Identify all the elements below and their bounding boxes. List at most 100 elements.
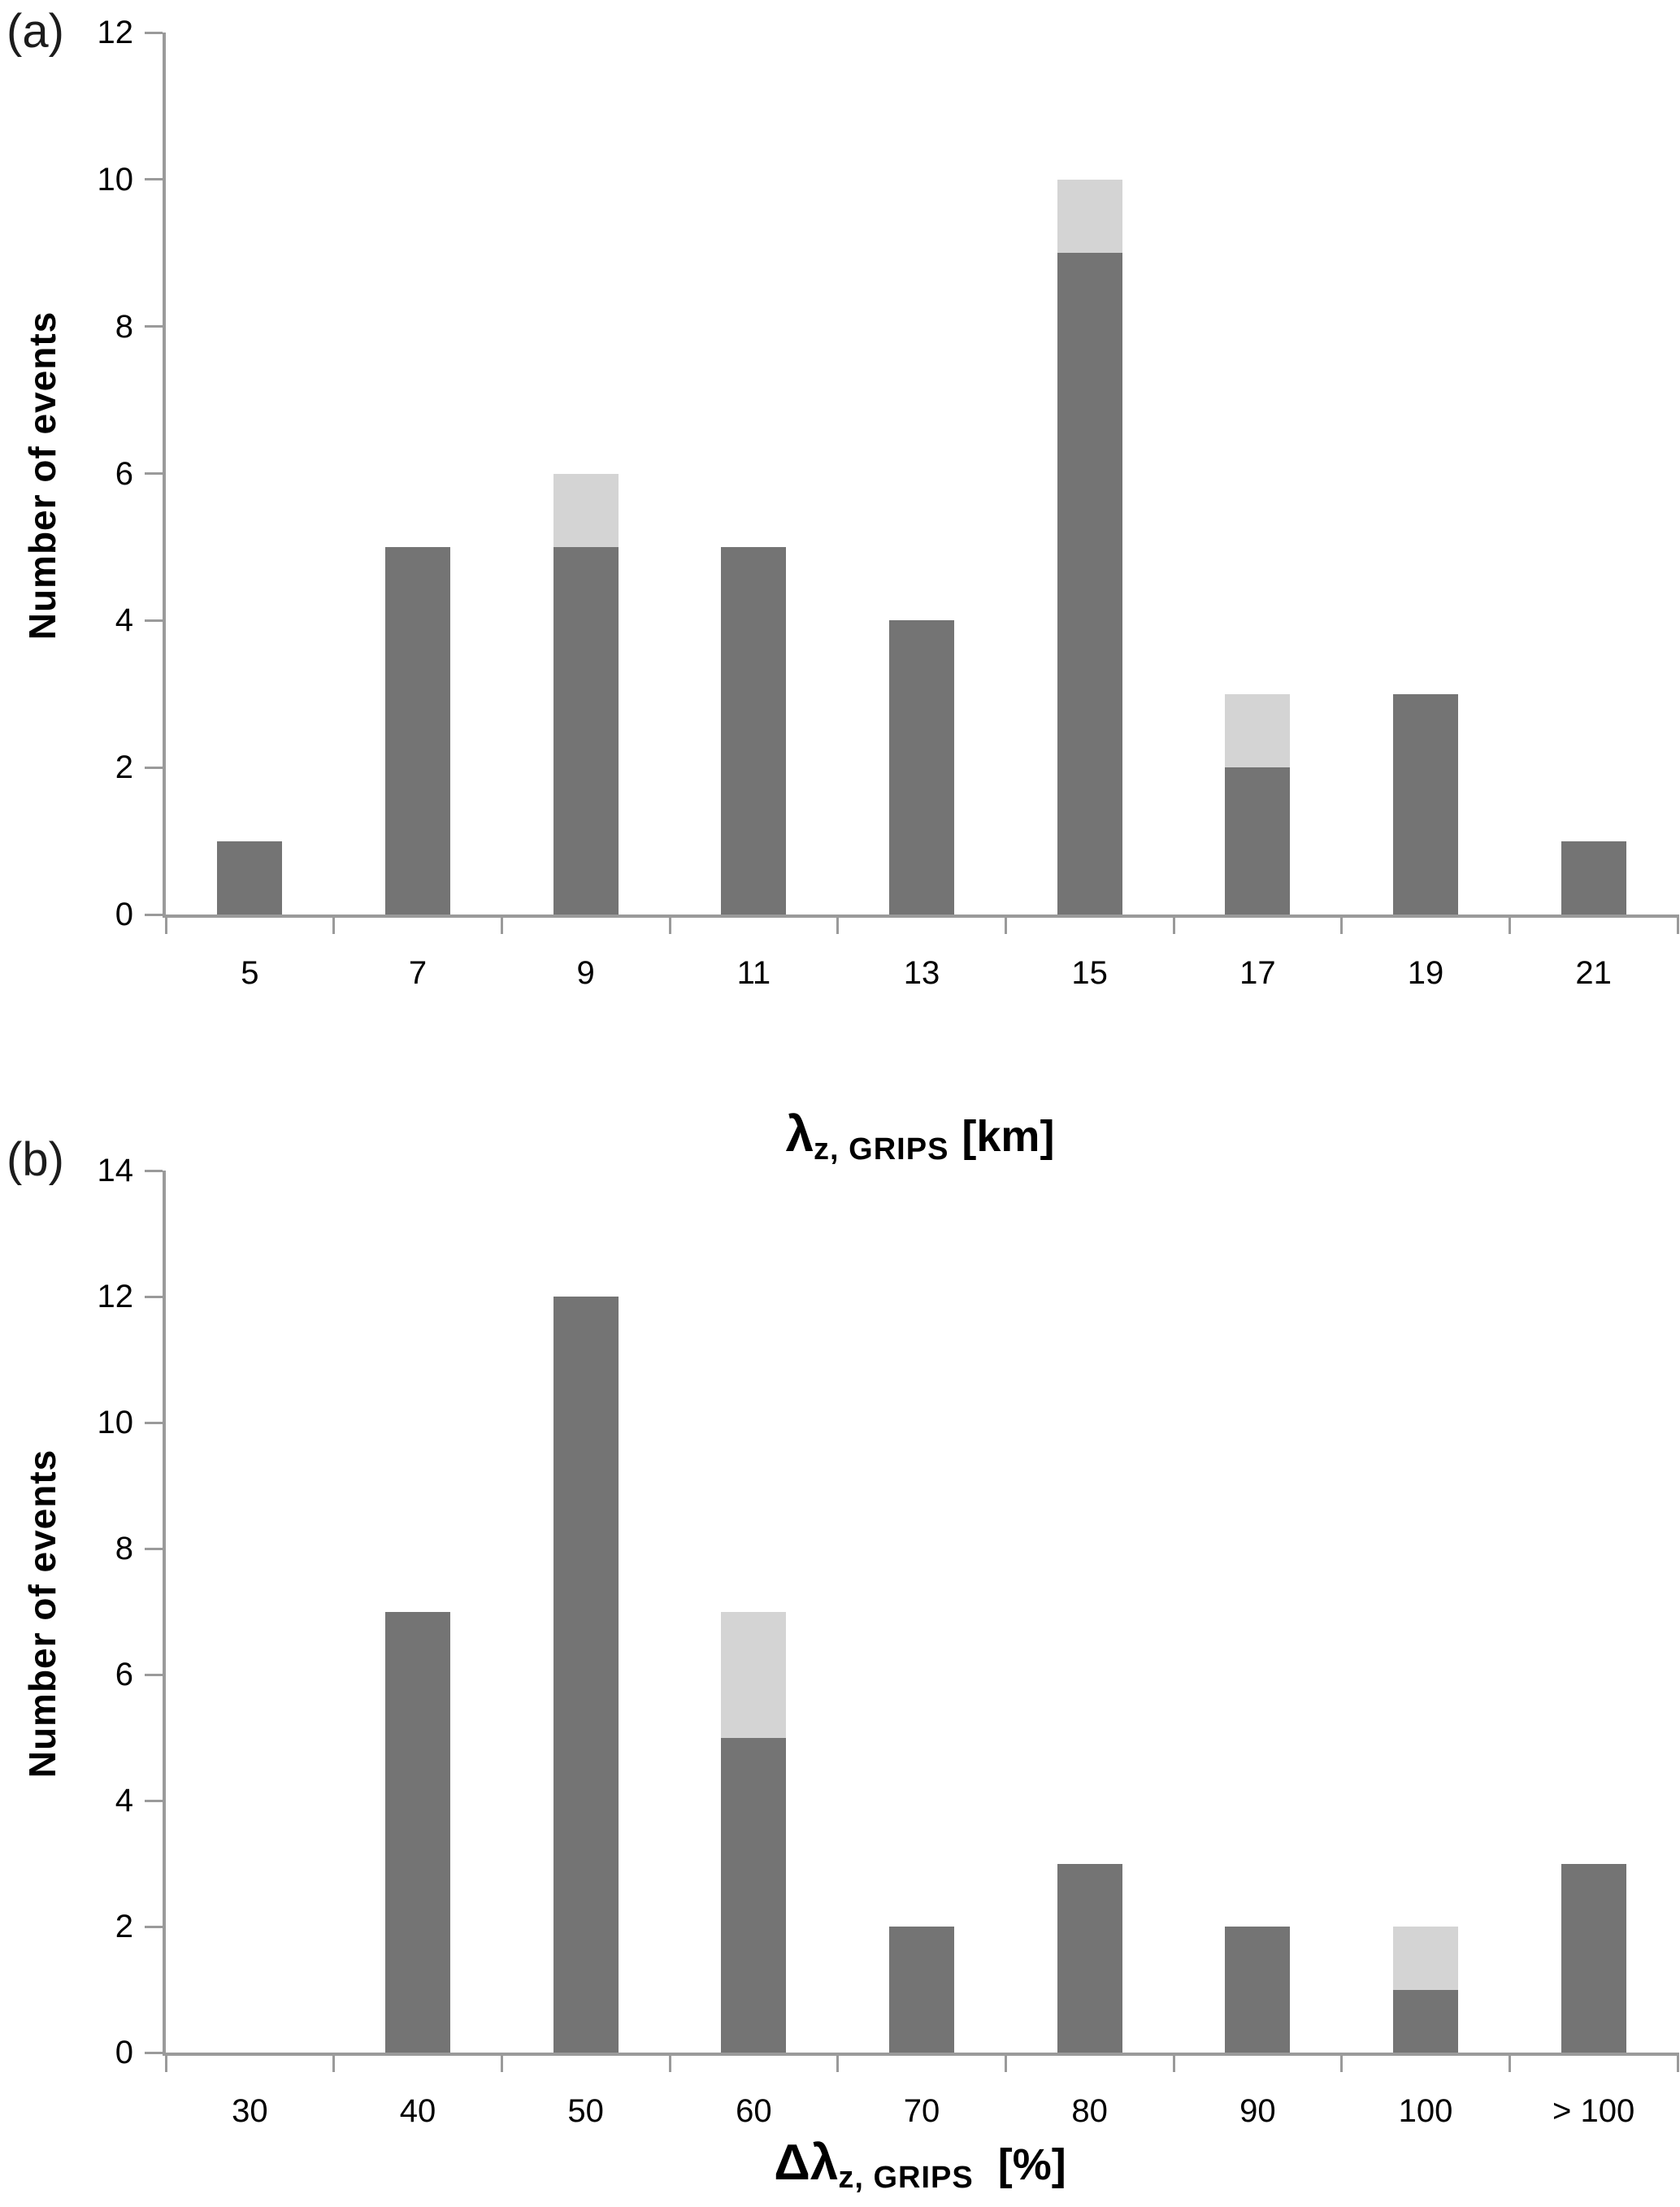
x-axis-tick (1676, 2053, 1679, 2072)
panel-label: (a) (7, 5, 64, 58)
x-axis-title-symbol: Δλ (774, 2135, 839, 2191)
y-tick-label: 4 (115, 602, 133, 639)
x-axis-tick (332, 915, 336, 934)
bar-segment-dark-gray (889, 1927, 954, 2053)
panel-label: (b) (7, 1133, 64, 1186)
y-tick-label: 6 (115, 1657, 133, 1692)
y-tick-label: 12 (97, 1279, 134, 1314)
bar-segment-light-gray (1393, 1927, 1458, 1990)
bar-segment-dark-gray (385, 1611, 450, 2053)
bar-segment-dark-gray (1561, 1863, 1626, 2053)
x-axis-tick (500, 915, 503, 934)
x-tick-label: 70 (903, 2093, 940, 2129)
x-axis-tick (332, 2053, 336, 2072)
bar-segment-dark-gray (553, 1297, 619, 2053)
y-tick-label: 8 (115, 1531, 133, 1566)
x-tick-label: 21 (1575, 955, 1612, 991)
x-tick-label: 40 (399, 2093, 436, 2129)
x-axis-title-subscript: z, GRIPS (838, 2161, 974, 2195)
x-tick-label: 15 (1071, 955, 1108, 991)
bar-segment-dark-gray (1393, 1989, 1458, 2053)
bar-segment-dark-gray (1561, 841, 1626, 915)
y-axis-tick (145, 31, 163, 34)
y-tick-label: 12 (97, 15, 134, 50)
x-axis-title: λz, GRIPS [km] (163, 1106, 1678, 1166)
y-axis-tick (145, 2051, 163, 2054)
y-axis-tick (145, 178, 163, 181)
x-axis-tick (164, 915, 167, 934)
plot-area: 0 2 4 6 8 10 12 14 30 40 50 60 70 80 90 100 > 100 (98, 1154, 1679, 2129)
x-tick-label: 30 (232, 2093, 268, 2129)
x-axis-title-symbol: λ (785, 1106, 814, 1162)
y-tick-label: 14 (97, 1153, 134, 1188)
plot-area: 0 2 4 6 8 10 12 5 7 9 11 13 15 17 19 21 (98, 16, 1679, 991)
x-axis-title-unit: [km] (962, 1112, 1055, 1161)
x-tick-label: 17 (1239, 955, 1276, 991)
y-tick-label: 2 (115, 1909, 133, 1944)
bar-segment-dark-gray (889, 620, 954, 915)
x-axis-tick (164, 2053, 167, 2072)
y-axis-tick (145, 325, 163, 328)
y-axis-tick (145, 1169, 163, 1172)
x-tick-label: 11 (736, 955, 771, 991)
x-axis-tick (1676, 915, 1679, 934)
y-tick-label: 0 (115, 897, 133, 932)
x-axis-tick (500, 2053, 503, 2072)
x-axis-tick (1340, 2053, 1344, 2072)
x-tick-label: 50 (567, 2093, 604, 2129)
x-tick-label: 13 (903, 955, 940, 991)
x-axis-tick (1004, 915, 1007, 934)
bar-segment-dark-gray (1393, 693, 1458, 915)
x-axis-title: Δλz, GRIPS [%] (163, 2134, 1678, 2195)
y-axis-tick (145, 1799, 163, 1802)
x-axis-tick (668, 2053, 671, 2072)
bar-segment-light-gray (1225, 693, 1291, 768)
x-axis-tick (836, 915, 840, 934)
x-axis-tick (668, 915, 671, 934)
y-axis-tick (145, 913, 163, 916)
y-tick-label: 10 (97, 161, 134, 198)
bar-segment-dark-gray (553, 546, 619, 915)
x-axis-tick (1508, 2053, 1511, 2072)
bar-segment-dark-gray (721, 546, 787, 915)
y-axis-tick (145, 472, 163, 475)
y-tick-label: 4 (115, 1783, 133, 1818)
y-tick-label: 6 (115, 455, 133, 492)
x-tick-label: 9 (576, 955, 595, 991)
y-axis-tick (145, 1673, 163, 1676)
x-axis-title-unit: [%] (997, 2140, 1066, 2189)
x-tick-label: 100 (1398, 2093, 1453, 2129)
y-axis-tick (145, 766, 163, 769)
x-axis-tick (1004, 2053, 1007, 2072)
x-tick-label: 80 (1071, 2093, 1108, 2129)
y-axis-title: Number of events (21, 1449, 63, 1779)
bar-segment-dark-gray (721, 1737, 787, 2053)
x-tick-label: 60 (736, 2093, 772, 2129)
x-axis-tick (1508, 915, 1511, 934)
y-tick-label: 10 (97, 1405, 134, 1440)
bar-segment-dark-gray (385, 546, 450, 915)
bar-segment-dark-gray (1057, 1863, 1122, 2053)
x-axis-title-subscript: z, GRIPS (814, 1132, 949, 1166)
bar-segment-light-gray (721, 1611, 787, 1738)
x-tick-label: 5 (241, 955, 259, 991)
bar-segment-dark-gray (1225, 767, 1291, 915)
y-axis-tick (145, 1421, 163, 1424)
bar-segment-light-gray (1057, 179, 1122, 254)
x-tick-label: 19 (1407, 955, 1444, 991)
bar-segment-dark-gray (217, 841, 283, 915)
x-tick-label: 90 (1239, 2093, 1276, 2129)
y-axis-tick (145, 1925, 163, 1928)
y-tick-label: 8 (115, 308, 133, 345)
x-axis-tick (1172, 2053, 1175, 2072)
x-axis-tick (836, 2053, 840, 2072)
bar-segment-dark-gray (1225, 1927, 1291, 2053)
x-axis-tick (1172, 915, 1175, 934)
y-axis-tick (145, 619, 163, 622)
x-tick-label: 7 (408, 955, 428, 991)
bar-segment-dark-gray (1057, 253, 1122, 915)
y-axis-tick (145, 1295, 163, 1298)
